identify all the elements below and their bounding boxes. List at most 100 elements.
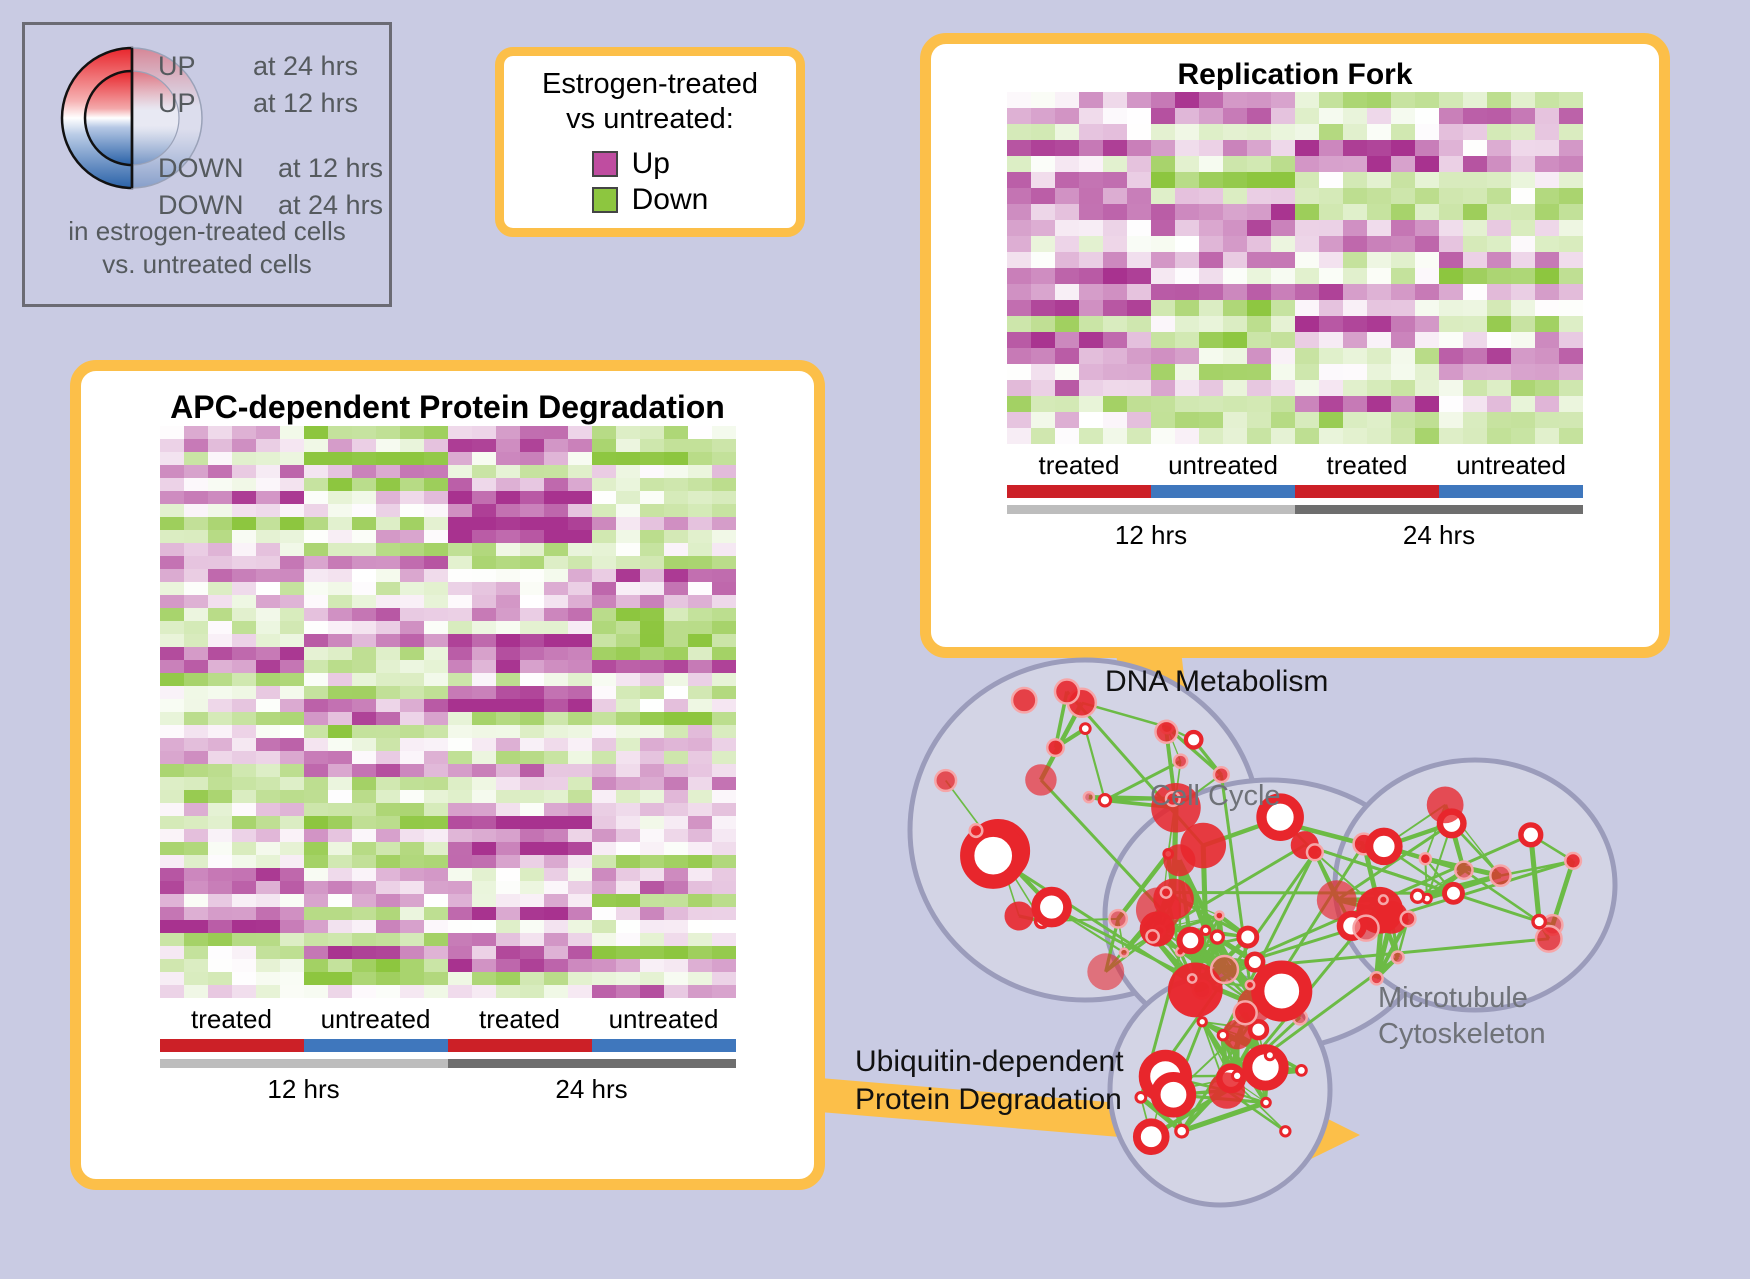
network-node[interactable] [1244, 979, 1256, 991]
heatmap-cell [1127, 316, 1151, 332]
network-node[interactable] [1150, 1072, 1197, 1118]
network-node[interactable] [934, 768, 958, 793]
heatmap-cell [711, 634, 736, 647]
network-node[interactable] [1377, 894, 1389, 906]
network-node[interactable] [1222, 1019, 1253, 1050]
heatmap-cell [279, 634, 304, 647]
heatmap-cell [207, 894, 232, 907]
network-node[interactable] [1365, 827, 1403, 866]
heatmap-cell [1055, 300, 1079, 316]
network-node[interactable] [1564, 851, 1583, 870]
network-node[interactable] [1230, 1069, 1244, 1083]
network-node[interactable] [1082, 790, 1096, 804]
heatmap-cell [1199, 140, 1223, 156]
network-node[interactable] [1078, 722, 1092, 735]
network-node[interactable] [1236, 925, 1260, 949]
network-node[interactable] [1454, 860, 1474, 881]
heatmap-cell [1079, 268, 1103, 284]
heatmap-cell [399, 712, 424, 725]
network-node[interactable] [1097, 793, 1113, 808]
network-node[interactable] [1352, 914, 1380, 942]
network-node[interactable] [1186, 973, 1198, 984]
network-node[interactable] [1209, 929, 1225, 945]
network-node[interactable] [1212, 765, 1230, 784]
network-node[interactable] [1045, 738, 1065, 758]
heatmap-cell [1367, 140, 1391, 156]
network-node[interactable] [1256, 793, 1304, 841]
network-node[interactable] [1279, 1125, 1292, 1138]
heatmap-cell [183, 803, 208, 816]
network-node[interactable] [1399, 910, 1417, 928]
heatmap-cell [1271, 108, 1295, 124]
network-node[interactable] [1442, 881, 1465, 905]
heatmap-cell [591, 842, 616, 855]
network-node[interactable] [1426, 786, 1464, 824]
network-node[interactable] [1531, 913, 1548, 930]
network-node[interactable] [1251, 960, 1313, 1022]
apc-group-labels: treated untreated treated untreated [160, 1004, 736, 1035]
network-node[interactable] [1132, 1118, 1170, 1156]
network-node[interactable] [1183, 729, 1204, 750]
heatmap-cell [639, 803, 664, 816]
heatmap-cell [1343, 428, 1367, 444]
heatmap-cell [1247, 300, 1271, 316]
network-node[interactable] [1199, 924, 1212, 937]
network-node[interactable] [1247, 1018, 1270, 1041]
network-node[interactable] [1260, 1096, 1272, 1109]
network-node[interactable] [1004, 901, 1034, 931]
heatmap-cell [399, 790, 424, 803]
heatmap-cell [159, 452, 184, 465]
heatmap-cell [495, 465, 520, 478]
network-node[interactable] [1174, 1123, 1190, 1139]
heatmap-cell [687, 712, 712, 725]
heatmap-cell [615, 595, 640, 608]
network-node[interactable] [1489, 864, 1512, 888]
network-node[interactable] [1295, 1064, 1308, 1077]
network-node[interactable] [1305, 843, 1325, 862]
network-node[interactable] [1154, 719, 1179, 744]
network-node[interactable] [1390, 950, 1405, 965]
network-node[interactable] [1180, 822, 1227, 869]
network-node[interactable] [1232, 1000, 1258, 1026]
network-node[interactable] [1214, 910, 1225, 921]
network-node[interactable] [1316, 880, 1357, 921]
heatmap-cell [1391, 236, 1415, 252]
network-node[interactable] [1409, 888, 1426, 904]
network-node[interactable] [1167, 962, 1223, 1018]
heatmap-cell [183, 647, 208, 660]
heatmap-cell [1175, 268, 1199, 284]
network-node[interactable] [1087, 953, 1125, 991]
network-node[interactable] [1108, 908, 1129, 929]
network-node[interactable] [968, 823, 984, 839]
network-node[interactable] [1369, 971, 1384, 986]
network-node[interactable] [960, 822, 1027, 889]
network-node[interactable] [1244, 951, 1266, 973]
heatmap-cell [231, 985, 256, 998]
network-node[interactable] [1263, 1049, 1276, 1062]
network-node[interactable] [1010, 686, 1038, 714]
network-node[interactable] [1031, 886, 1072, 928]
heatmap-cell [471, 478, 496, 491]
heatmap-cell [1175, 300, 1199, 316]
network-node[interactable] [1176, 926, 1205, 955]
network-node[interactable] [1145, 928, 1160, 944]
heatmap-cell [1391, 428, 1415, 444]
network-node[interactable] [1025, 764, 1057, 796]
network-node[interactable] [1534, 924, 1563, 953]
network-node[interactable] [1418, 851, 1433, 866]
network-node[interactable] [1118, 947, 1130, 958]
network-node[interactable] [1209, 954, 1240, 985]
heatmap-cell [1151, 156, 1175, 172]
heatmap-cell [687, 608, 712, 621]
network-node[interactable] [1196, 1016, 1208, 1028]
network-node[interactable] [1216, 1028, 1230, 1042]
network-node[interactable] [1053, 678, 1081, 705]
network-node[interactable] [1172, 753, 1189, 770]
network-node[interactable] [1518, 822, 1544, 848]
network-node[interactable] [1151, 782, 1201, 833]
network-node[interactable] [1134, 1091, 1148, 1104]
network-node[interactable] [1164, 790, 1181, 808]
network-node[interactable] [1159, 885, 1173, 899]
heatmap-cell [1343, 268, 1367, 284]
heatmap-cell [711, 556, 736, 569]
